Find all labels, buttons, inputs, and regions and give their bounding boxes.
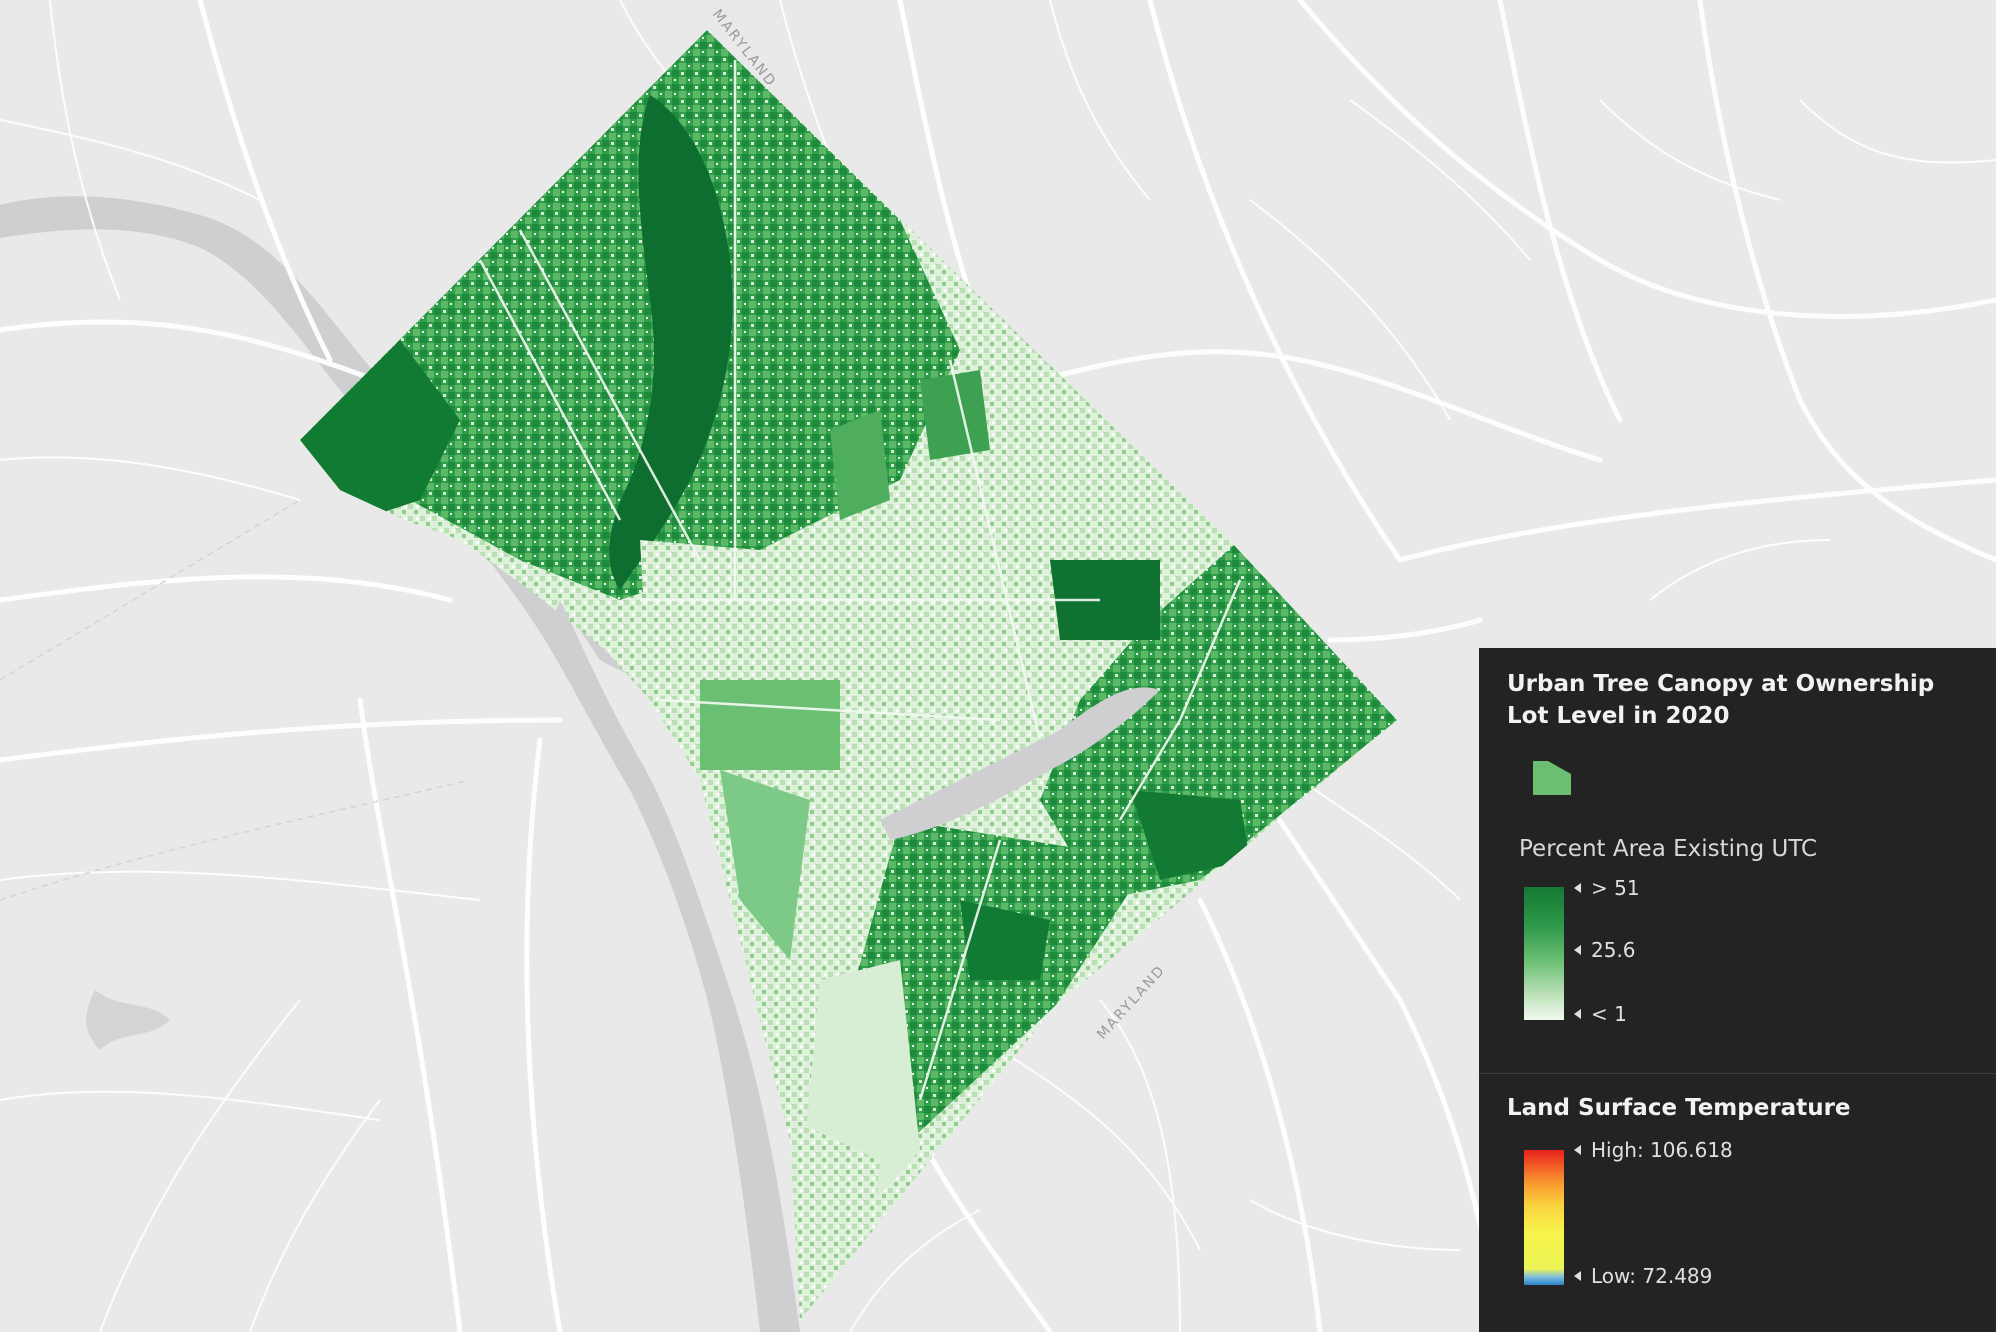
canopy-color-ramp bbox=[1524, 887, 1564, 1020]
canopy-tick-high: > 51 bbox=[1574, 876, 1640, 900]
tick-arrow-icon bbox=[1574, 1144, 1581, 1155]
tick-arrow-icon bbox=[1574, 944, 1581, 955]
lst-tick-low: Low: 72.489 bbox=[1574, 1264, 1712, 1288]
legend-title-tree-canopy: Urban Tree Canopy at Ownership Lot Level… bbox=[1507, 671, 1935, 729]
canopy-tick-low: < 1 bbox=[1574, 1002, 1627, 1026]
legend-section-lst: Land Surface Temperature High: 106.618 L… bbox=[1479, 1074, 1996, 1332]
legend-field-label: Percent Area Existing UTC bbox=[1519, 836, 1818, 862]
tick-arrow-icon bbox=[1574, 1008, 1581, 1019]
canopy-tick-mid: 25.6 bbox=[1574, 938, 1636, 962]
legend-divider bbox=[1479, 1073, 1996, 1074]
tick-arrow-icon bbox=[1574, 882, 1581, 893]
legend-section-tree-canopy: Urban Tree Canopy at Ownership Lot Level… bbox=[1479, 648, 1996, 1072]
canopy-symbol-icon bbox=[1533, 761, 1571, 795]
lst-tick-high: High: 106.618 bbox=[1574, 1138, 1733, 1162]
legend-panel: Urban Tree Canopy at Ownership Lot Level… bbox=[1479, 648, 1996, 1332]
legend-title-lst: Land Surface Temperature bbox=[1507, 1095, 1851, 1121]
tick-arrow-icon bbox=[1574, 1270, 1581, 1281]
temperature-color-ramp bbox=[1524, 1150, 1564, 1285]
